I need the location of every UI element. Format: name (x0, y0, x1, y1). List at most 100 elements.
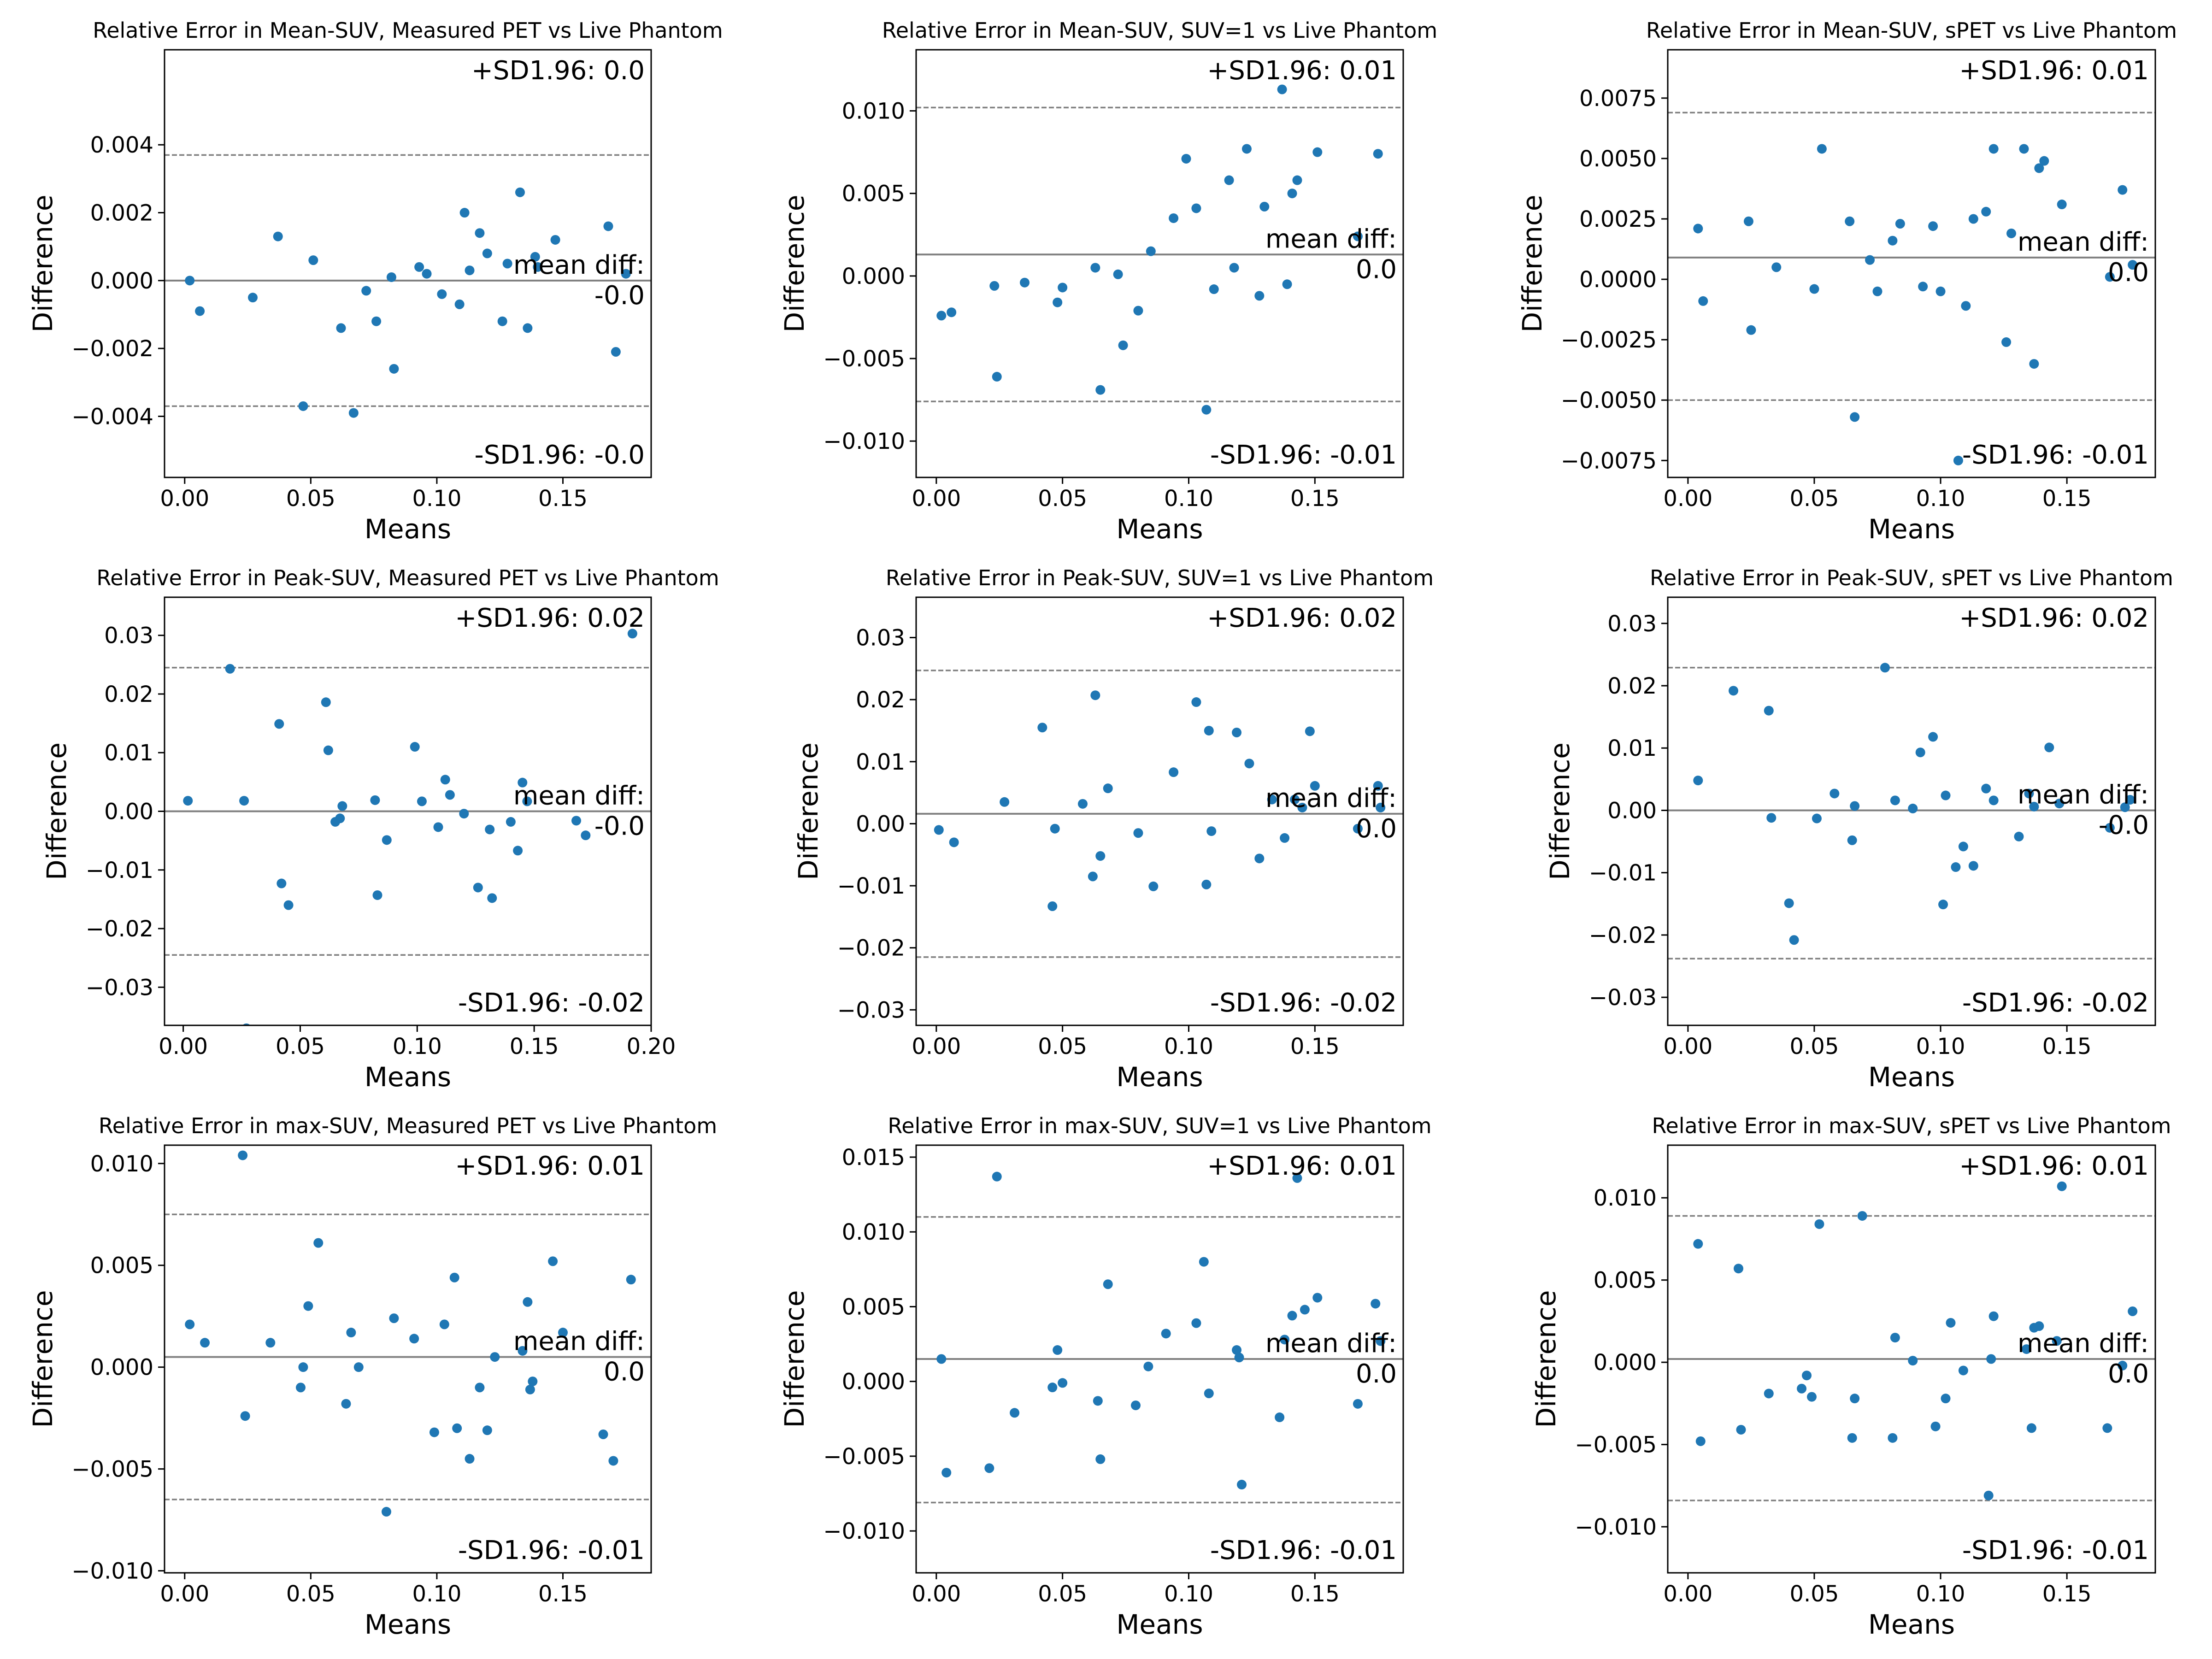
y-tick-label: 0.000 (1594, 1350, 1657, 1376)
data-point (1988, 795, 1999, 806)
data-point (409, 1334, 419, 1344)
data-point (1353, 1399, 1363, 1409)
y-tick-label: 0.01 (104, 740, 153, 766)
x-tick-label: 0.00 (912, 1581, 961, 1607)
x-tick-label: 0.15 (2042, 486, 2092, 512)
lower-sd-annotation: -SD1.96: -0.01 (1962, 440, 2149, 470)
data-point (1766, 813, 1777, 823)
data-point (1037, 723, 1047, 733)
data-points (185, 1150, 636, 1517)
y-tick-label: 0.03 (1607, 611, 1657, 637)
y-tick-label: 0.010 (90, 1151, 153, 1177)
y-tick-label: 0.000 (90, 268, 153, 294)
y-tick-label: −0.005 (823, 1444, 905, 1470)
data-point (502, 259, 512, 269)
panel-title: Relative Error in max-SUV, Measured PET … (99, 1113, 717, 1138)
data-point (1130, 1400, 1141, 1411)
data-point (1191, 1318, 1201, 1328)
x-tick-label: 0.05 (276, 1034, 325, 1059)
mean-diff-value: 0.0 (1356, 1359, 1397, 1389)
reference-lines (165, 666, 651, 956)
data-point (523, 323, 533, 333)
reference-lines (1668, 667, 2155, 960)
data-point (550, 235, 560, 245)
data-point (1234, 1353, 1244, 1363)
data-point (1802, 1371, 1812, 1381)
mean-diff-value: -0.0 (594, 812, 645, 841)
data-point (429, 1427, 439, 1437)
data-point (200, 1338, 210, 1348)
y-tick-label: −0.03 (86, 975, 153, 1000)
upper-sd-annotation: +SD1.96: 0.02 (1207, 603, 1397, 633)
x-tick-label: 0.00 (1663, 1581, 1712, 1607)
mean-diff-annotation: mean diff: (1265, 783, 1397, 813)
y-axis-label: Difference (793, 742, 824, 880)
data-point (1981, 206, 1991, 217)
plot-frame (164, 49, 652, 478)
x-tick-label: 0.15 (1290, 486, 1340, 512)
data-point (2039, 156, 2049, 166)
data-point (571, 816, 582, 826)
data-point (1872, 286, 1883, 296)
upper-sd-annotation: +SD1.96: 0.01 (1207, 1151, 1397, 1181)
panel-title: Relative Error in Mean-SUV, SUV=1 vs Liv… (882, 18, 1437, 43)
data-point (548, 1256, 558, 1266)
data-point (1895, 218, 1905, 229)
mean-diff-value: -0.0 (2099, 810, 2149, 840)
data-point (603, 221, 613, 231)
y-tick-label: 0.0050 (1579, 146, 1657, 172)
y-tick-label: −0.005 (71, 1457, 153, 1483)
data-point (2118, 185, 2128, 195)
x-tick-label: 0.05 (1790, 1581, 1839, 1607)
data-point (1908, 803, 1918, 813)
data-point (341, 1399, 351, 1409)
data-point (608, 1456, 618, 1466)
data-point (485, 824, 495, 835)
x-axis-label: Means (1116, 1061, 1203, 1093)
data-point (525, 1384, 535, 1394)
data-point (1199, 1257, 1209, 1267)
x-tick-label: 0.05 (286, 1581, 335, 1607)
data-point (1988, 1311, 1999, 1321)
data-point (1961, 301, 1971, 311)
data-point (1241, 144, 1252, 154)
data-point (1280, 1335, 1290, 1345)
data-point (1053, 297, 1063, 307)
y-tick-label: 0.02 (856, 687, 905, 713)
data-point (518, 777, 528, 788)
data-point (581, 830, 591, 841)
lower-sd-annotation: -SD1.96: -0.01 (1210, 440, 1397, 470)
data-point (515, 187, 525, 197)
x-tick-label: 0.15 (510, 1034, 559, 1059)
x-tick-label: 0.10 (1164, 1581, 1213, 1607)
data-point (248, 293, 258, 303)
y-tick-label: −0.010 (823, 1518, 905, 1544)
data-point (1053, 1345, 1063, 1355)
mean-diff-value: -0.0 (594, 281, 645, 311)
data-point (1181, 153, 1191, 164)
data-points (934, 690, 1386, 911)
data-point (598, 1430, 608, 1440)
data-point (1300, 1305, 1310, 1315)
data-point (1890, 795, 1900, 806)
x-tick-label: 0.05 (1038, 486, 1087, 512)
data-point (1946, 1318, 1956, 1328)
data-point (240, 1411, 250, 1421)
panel-5: Relative Error in Peak-SUV, SUV=1 vs Liv… (793, 565, 1434, 1093)
data-point (1784, 898, 1794, 908)
data-point (1191, 697, 1201, 707)
panel-8: Relative Error in max-SUV, SUV=1 vs Live… (779, 1113, 1432, 1640)
x-axis-label: Means (365, 1609, 451, 1640)
data-points (936, 84, 1383, 415)
data-point (265, 1338, 276, 1348)
y-axis-label: Difference (1517, 194, 1548, 332)
x-axis-label: Means (1868, 1061, 1955, 1093)
data-point (371, 316, 382, 326)
data-point (1981, 783, 1991, 794)
data-point (1236, 1480, 1247, 1490)
y-tick-label: 0.02 (1607, 673, 1657, 699)
data-point (2125, 794, 2135, 805)
data-point (1169, 767, 1179, 777)
data-point (437, 289, 447, 299)
data-point (2118, 1360, 2128, 1371)
